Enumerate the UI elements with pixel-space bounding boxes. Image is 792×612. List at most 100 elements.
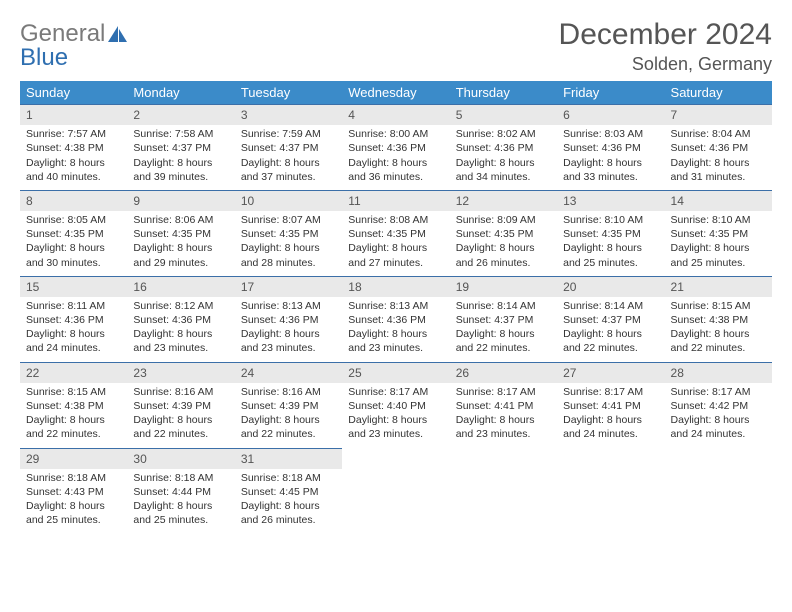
sunrise-label: Sunrise: <box>241 300 282 312</box>
sunset-label: Sunset: <box>26 142 65 154</box>
sunrise-value: 8:18 AM <box>282 472 321 484</box>
sunrise-value: 8:05 AM <box>67 214 106 226</box>
day-details: Sunrise: 8:03 AMSunset: 4:36 PMDaylight:… <box>557 125 664 190</box>
sunset-value: 4:42 PM <box>709 400 748 412</box>
sunrise-value: 8:07 AM <box>282 214 321 226</box>
day-details: Sunrise: 8:13 AMSunset: 4:36 PMDaylight:… <box>235 297 342 362</box>
sunset-value: 4:40 PM <box>387 400 426 412</box>
sunset-value: 4:37 PM <box>602 314 641 326</box>
daylight-label: Daylight: <box>133 500 177 512</box>
sunset-value: 4:44 PM <box>172 486 211 498</box>
sunrise-label: Sunrise: <box>133 386 174 398</box>
day-details: Sunrise: 8:10 AMSunset: 4:35 PMDaylight:… <box>557 211 664 276</box>
day-details: Sunrise: 8:14 AMSunset: 4:37 PMDaylight:… <box>557 297 664 362</box>
daylight-label: Daylight: <box>671 414 715 426</box>
dow-header: Wednesday <box>342 81 449 105</box>
daylight-label: Daylight: <box>563 414 607 426</box>
month-title: December 2024 <box>559 18 772 52</box>
sunrise-label: Sunrise: <box>133 128 174 140</box>
day-details: Sunrise: 8:17 AMSunset: 4:41 PMDaylight:… <box>450 383 557 448</box>
sunset-value: 4:36 PM <box>387 142 426 154</box>
daylight-label: Daylight: <box>26 242 70 254</box>
day-details: Sunrise: 8:06 AMSunset: 4:35 PMDaylight:… <box>127 211 234 276</box>
day-number: 16 <box>127 277 234 297</box>
daylight-label: Daylight: <box>671 328 715 340</box>
sunset-label: Sunset: <box>671 400 710 412</box>
day-number: 17 <box>235 277 342 297</box>
sunrise-value: 8:04 AM <box>712 128 751 140</box>
day-details: Sunrise: 8:14 AMSunset: 4:37 PMDaylight:… <box>450 297 557 362</box>
day-details: Sunrise: 8:08 AMSunset: 4:35 PMDaylight:… <box>342 211 449 276</box>
sunset-label: Sunset: <box>348 228 387 240</box>
sunrise-value: 8:13 AM <box>282 300 321 312</box>
daylight-label: Daylight: <box>671 242 715 254</box>
day-number: 24 <box>235 363 342 383</box>
day-details: Sunrise: 8:15 AMSunset: 4:38 PMDaylight:… <box>665 297 772 362</box>
sunrise-label: Sunrise: <box>241 128 282 140</box>
sunrise-label: Sunrise: <box>133 300 174 312</box>
daylight-label: Daylight: <box>456 328 500 340</box>
daylight-label: Daylight: <box>348 242 392 254</box>
calendar-cell <box>450 448 557 533</box>
calendar-cell: 21Sunrise: 8:15 AMSunset: 4:38 PMDayligh… <box>665 276 772 362</box>
sunrise-label: Sunrise: <box>26 300 67 312</box>
sunset-value: 4:36 PM <box>279 314 318 326</box>
calendar-week: 29Sunrise: 8:18 AMSunset: 4:43 PMDayligh… <box>20 448 772 533</box>
sunset-value: 4:36 PM <box>709 142 748 154</box>
calendar-thead: SundayMondayTuesdayWednesdayThursdayFrid… <box>20 81 772 105</box>
calendar-cell: 7Sunrise: 8:04 AMSunset: 4:36 PMDaylight… <box>665 105 772 191</box>
calendar-cell: 1Sunrise: 7:57 AMSunset: 4:38 PMDaylight… <box>20 105 127 191</box>
sunset-value: 4:39 PM <box>279 400 318 412</box>
sunrise-value: 8:12 AM <box>175 300 214 312</box>
daylight-label: Daylight: <box>671 157 715 169</box>
daylight-label: Daylight: <box>241 500 285 512</box>
calendar-cell: 23Sunrise: 8:16 AMSunset: 4:39 PMDayligh… <box>127 362 234 448</box>
sunset-value: 4:37 PM <box>279 142 318 154</box>
sunset-value: 4:36 PM <box>65 314 104 326</box>
sunset-label: Sunset: <box>671 228 710 240</box>
day-number: 18 <box>342 277 449 297</box>
logo-text: GeneralBlue <box>20 22 129 70</box>
daylight-label: Daylight: <box>456 414 500 426</box>
dow-header: Thursday <box>450 81 557 105</box>
sunrise-value: 8:02 AM <box>497 128 536 140</box>
sunrise-value: 7:57 AM <box>67 128 106 140</box>
day-details: Sunrise: 8:05 AMSunset: 4:35 PMDaylight:… <box>20 211 127 276</box>
sunset-label: Sunset: <box>241 228 280 240</box>
daylight-label: Daylight: <box>241 328 285 340</box>
calendar-cell <box>665 448 772 533</box>
sunrise-value: 8:16 AM <box>282 386 321 398</box>
sunrise-value: 8:00 AM <box>390 128 429 140</box>
day-details: Sunrise: 8:07 AMSunset: 4:35 PMDaylight:… <box>235 211 342 276</box>
calendar-cell: 17Sunrise: 8:13 AMSunset: 4:36 PMDayligh… <box>235 276 342 362</box>
daylight-label: Daylight: <box>133 414 177 426</box>
day-number: 25 <box>342 363 449 383</box>
sunset-label: Sunset: <box>241 400 280 412</box>
sunset-value: 4:35 PM <box>387 228 426 240</box>
sunrise-label: Sunrise: <box>241 472 282 484</box>
sunrise-label: Sunrise: <box>348 214 389 226</box>
calendar-cell: 19Sunrise: 8:14 AMSunset: 4:37 PMDayligh… <box>450 276 557 362</box>
daylight-label: Daylight: <box>456 157 500 169</box>
day-number: 28 <box>665 363 772 383</box>
sunset-label: Sunset: <box>563 400 602 412</box>
day-details: Sunrise: 7:59 AMSunset: 4:37 PMDaylight:… <box>235 125 342 190</box>
daylight-label: Daylight: <box>241 157 285 169</box>
sunset-label: Sunset: <box>348 400 387 412</box>
sunrise-value: 8:15 AM <box>712 300 751 312</box>
day-number: 21 <box>665 277 772 297</box>
sunrise-value: 8:18 AM <box>67 472 106 484</box>
calendar-cell: 10Sunrise: 8:07 AMSunset: 4:35 PMDayligh… <box>235 190 342 276</box>
sunrise-label: Sunrise: <box>348 128 389 140</box>
sunset-value: 4:45 PM <box>279 486 318 498</box>
calendar-cell: 15Sunrise: 8:11 AMSunset: 4:36 PMDayligh… <box>20 276 127 362</box>
daylight-label: Daylight: <box>26 157 70 169</box>
sunset-label: Sunset: <box>241 142 280 154</box>
dow-header: Monday <box>127 81 234 105</box>
calendar-cell: 25Sunrise: 8:17 AMSunset: 4:40 PMDayligh… <box>342 362 449 448</box>
sunrise-label: Sunrise: <box>133 472 174 484</box>
sunrise-label: Sunrise: <box>456 128 497 140</box>
day-number: 31 <box>235 449 342 469</box>
daylight-label: Daylight: <box>26 328 70 340</box>
calendar-cell: 6Sunrise: 8:03 AMSunset: 4:36 PMDaylight… <box>557 105 664 191</box>
